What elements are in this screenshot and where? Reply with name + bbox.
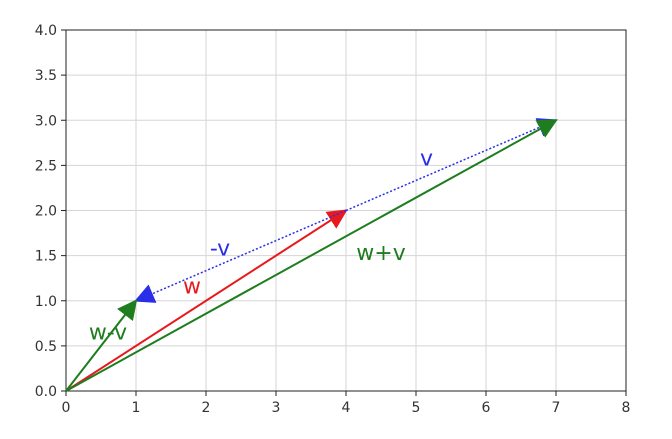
y-tick-label: 4.0 [35, 23, 57, 39]
y-tick-label: 3.5 [35, 68, 57, 84]
vector-w [65, 209, 348, 392]
y-tick-label: 1.0 [35, 294, 57, 310]
y-tick-label: 2.5 [35, 158, 57, 174]
vector-label-w-plus-v: w+v [356, 241, 405, 266]
vector-label-w: w [183, 275, 201, 300]
ticks: 0 1 2 3 4 5 6 7 8 0.0 0.5 1.0 1.5 2.0 2.5 3.0 3.5 4.0 [35, 23, 631, 416]
vector-label-v: v [420, 146, 433, 171]
x-tick-label: 0 [62, 400, 71, 416]
y-tick-label: 1.5 [35, 249, 57, 265]
vector-label-neg-v: -v [210, 237, 230, 262]
x-tick-label: 6 [482, 400, 491, 416]
x-tick-label: 8 [622, 400, 631, 416]
x-tick-label: 2 [202, 400, 211, 416]
x-tick-label: 7 [552, 400, 561, 416]
y-tick-label: 0.5 [35, 339, 57, 355]
vector-label-w-minus-v: w-v [89, 321, 127, 346]
x-tick-label: 3 [272, 400, 281, 416]
vectors [65, 118, 558, 392]
y-tick-label: 0.0 [35, 384, 57, 400]
y-tick-label: 2.0 [35, 204, 57, 220]
vector-labels: w v -v w+v w-v [89, 146, 433, 345]
x-tick-label: 5 [412, 400, 421, 416]
x-tick-label: 1 [132, 400, 141, 416]
x-tick-label: 4 [342, 400, 351, 416]
y-tick-label: 3.0 [35, 113, 57, 129]
vector-w-plus-v [65, 119, 558, 392]
vector-w-minus-v [65, 299, 138, 392]
